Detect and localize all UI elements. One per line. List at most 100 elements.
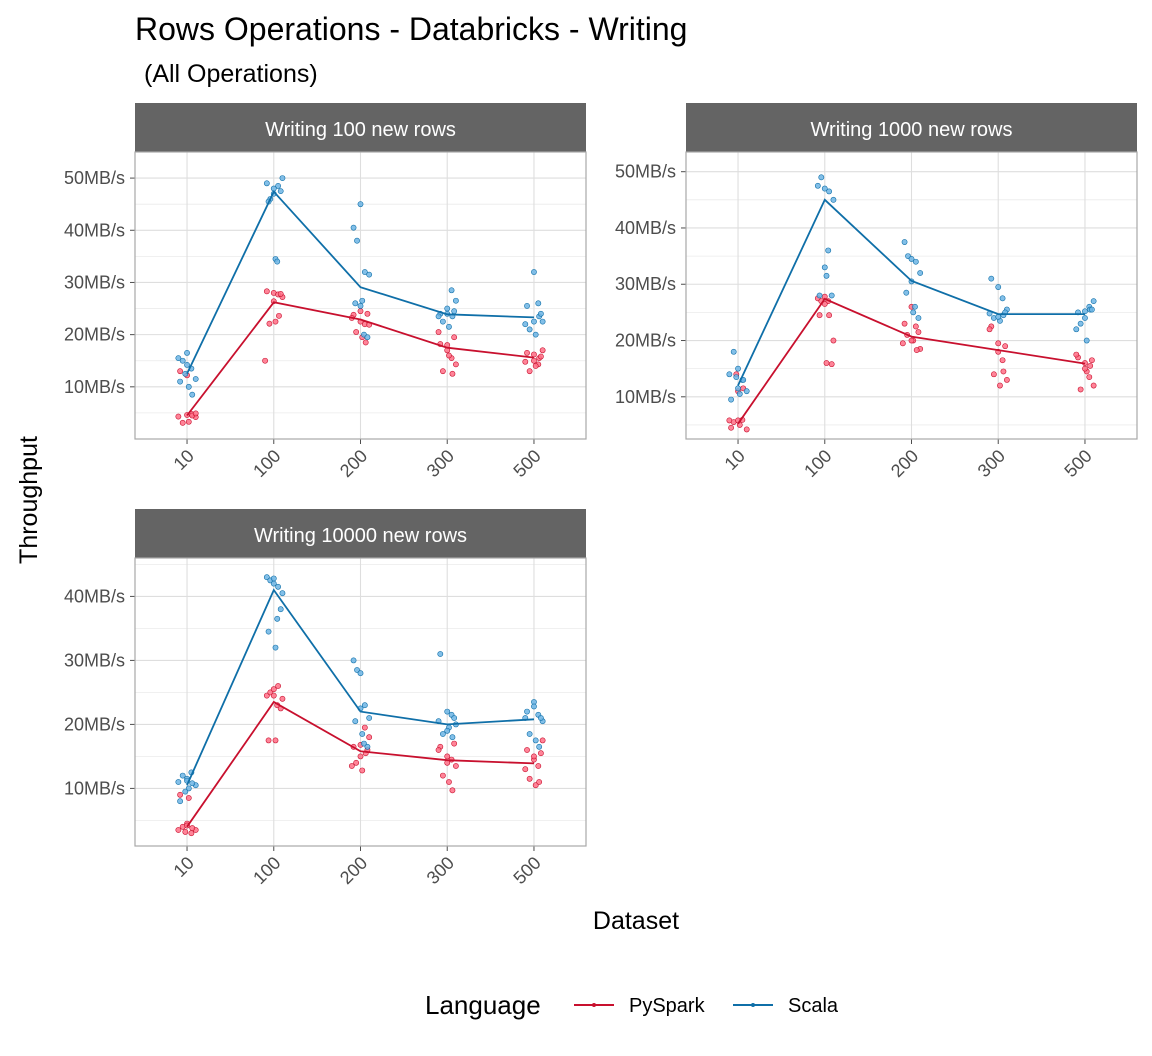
data-point-scala <box>735 365 741 372</box>
data-point-pyspark <box>913 347 920 353</box>
data-point-scala <box>826 188 833 195</box>
data-point-scala <box>539 318 546 325</box>
legend-item-scala[interactable]: Scala <box>733 995 839 1017</box>
data-point-pyspark <box>357 308 364 315</box>
data-point-scala <box>531 703 537 710</box>
data-point-pyspark <box>177 791 183 798</box>
data-point-pyspark <box>531 357 537 364</box>
legend-dot-pyspark <box>592 1003 596 1007</box>
data-point-scala <box>279 590 286 597</box>
data-point-scala <box>531 318 537 325</box>
data-point-pyspark <box>453 361 459 368</box>
data-point-scala <box>444 708 451 715</box>
data-point-scala <box>177 798 183 805</box>
data-point-scala <box>435 313 442 320</box>
data-point-pyspark <box>538 750 544 757</box>
data-point-scala <box>912 258 919 265</box>
data-point-scala <box>825 247 832 254</box>
data-point-scala <box>263 180 270 187</box>
data-point-pyspark <box>539 737 546 744</box>
data-point-scala <box>182 788 189 795</box>
data-point-pyspark <box>353 759 360 766</box>
data-point-pyspark <box>1077 386 1084 393</box>
data-point-pyspark <box>361 724 368 731</box>
data-point-pyspark <box>995 340 1002 347</box>
data-point-pyspark <box>270 686 277 693</box>
data-point-pyspark <box>535 763 542 769</box>
data-point-pyspark <box>366 734 373 741</box>
data-point-scala <box>357 201 364 208</box>
legend-label-pyspark: PySpark <box>629 995 706 1017</box>
x-axis-title: Dataset <box>593 907 679 935</box>
data-point-pyspark <box>912 323 919 330</box>
data-point-scala <box>999 295 1006 302</box>
legend-item-pyspark[interactable]: PySpark <box>574 995 706 1017</box>
facet-strip <box>135 509 586 558</box>
x-tick-label: 300 <box>423 853 458 888</box>
data-point-scala <box>357 303 364 309</box>
data-point-pyspark <box>359 767 366 774</box>
data-point-scala <box>352 718 359 725</box>
data-point-pyspark <box>265 737 272 744</box>
data-point-pyspark <box>899 340 906 347</box>
series-line-scala <box>186 588 535 786</box>
data-point-scala <box>185 383 192 390</box>
y-tick-label: 20MB/s <box>615 331 676 351</box>
data-point-scala <box>451 308 458 315</box>
x-tick-label: 100 <box>249 446 284 481</box>
data-point-scala <box>448 287 455 294</box>
data-point-scala <box>446 323 452 330</box>
data-point-scala <box>1083 337 1090 344</box>
data-point-scala <box>726 371 733 378</box>
data-point-pyspark <box>435 747 442 753</box>
data-point-scala <box>532 737 539 744</box>
data-point-pyspark <box>189 825 196 831</box>
data-point-pyspark <box>364 310 371 317</box>
data-point-scala <box>536 743 543 750</box>
legend-dot-scala <box>751 1003 755 1007</box>
data-point-scala <box>830 196 837 203</box>
data-point-pyspark <box>830 337 837 344</box>
chart-title: Rows Operations - Databricks - Writing <box>135 11 687 47</box>
data-point-pyspark <box>444 753 451 760</box>
data-point-pyspark <box>272 318 279 325</box>
data-point-pyspark <box>185 795 192 801</box>
panel-border <box>685 151 1138 440</box>
data-point-scala <box>814 182 821 189</box>
data-point-scala <box>818 174 825 181</box>
panel-border <box>134 151 587 440</box>
facet-strip <box>686 103 1137 152</box>
data-point-pyspark <box>270 692 277 699</box>
data-point-scala <box>359 731 366 737</box>
data-point-scala <box>524 708 530 715</box>
data-point-scala <box>908 256 915 262</box>
data-point-scala <box>184 362 190 368</box>
data-point-pyspark <box>362 339 369 346</box>
data-point-pyspark <box>908 337 915 344</box>
y-tick-label: 10MB/s <box>615 387 676 407</box>
panel-3: Writing 10000 new rows 10MB/s 20MB/s 30MB/s… <box>64 509 587 888</box>
data-point-pyspark <box>435 329 442 335</box>
x-tick-label: 500 <box>1060 446 1095 481</box>
data-point-pyspark <box>522 358 529 365</box>
data-point-pyspark <box>357 753 364 760</box>
data-point-scala <box>1073 326 1080 333</box>
data-point-scala <box>522 321 529 328</box>
x-tick-label: 200 <box>887 446 922 481</box>
facet-panels: Writing 100 new rows 10MB/s 20MB/s 30MB/s 40… <box>64 103 1138 888</box>
data-point-scala <box>1090 298 1097 305</box>
data-point-scala <box>538 310 544 317</box>
data-point-pyspark <box>1002 343 1009 350</box>
panel-border <box>134 557 587 847</box>
data-point-pyspark <box>990 371 997 378</box>
data-point-pyspark <box>266 320 273 327</box>
data-point-scala <box>535 300 542 307</box>
data-point-scala <box>366 271 373 278</box>
data-point-scala <box>184 349 190 356</box>
x-tick-label: 10 <box>170 446 198 474</box>
x-tick-label: 100 <box>249 853 284 888</box>
data-point-scala <box>177 378 183 385</box>
legend-title: Language <box>425 990 541 1020</box>
data-point-scala <box>354 237 360 244</box>
